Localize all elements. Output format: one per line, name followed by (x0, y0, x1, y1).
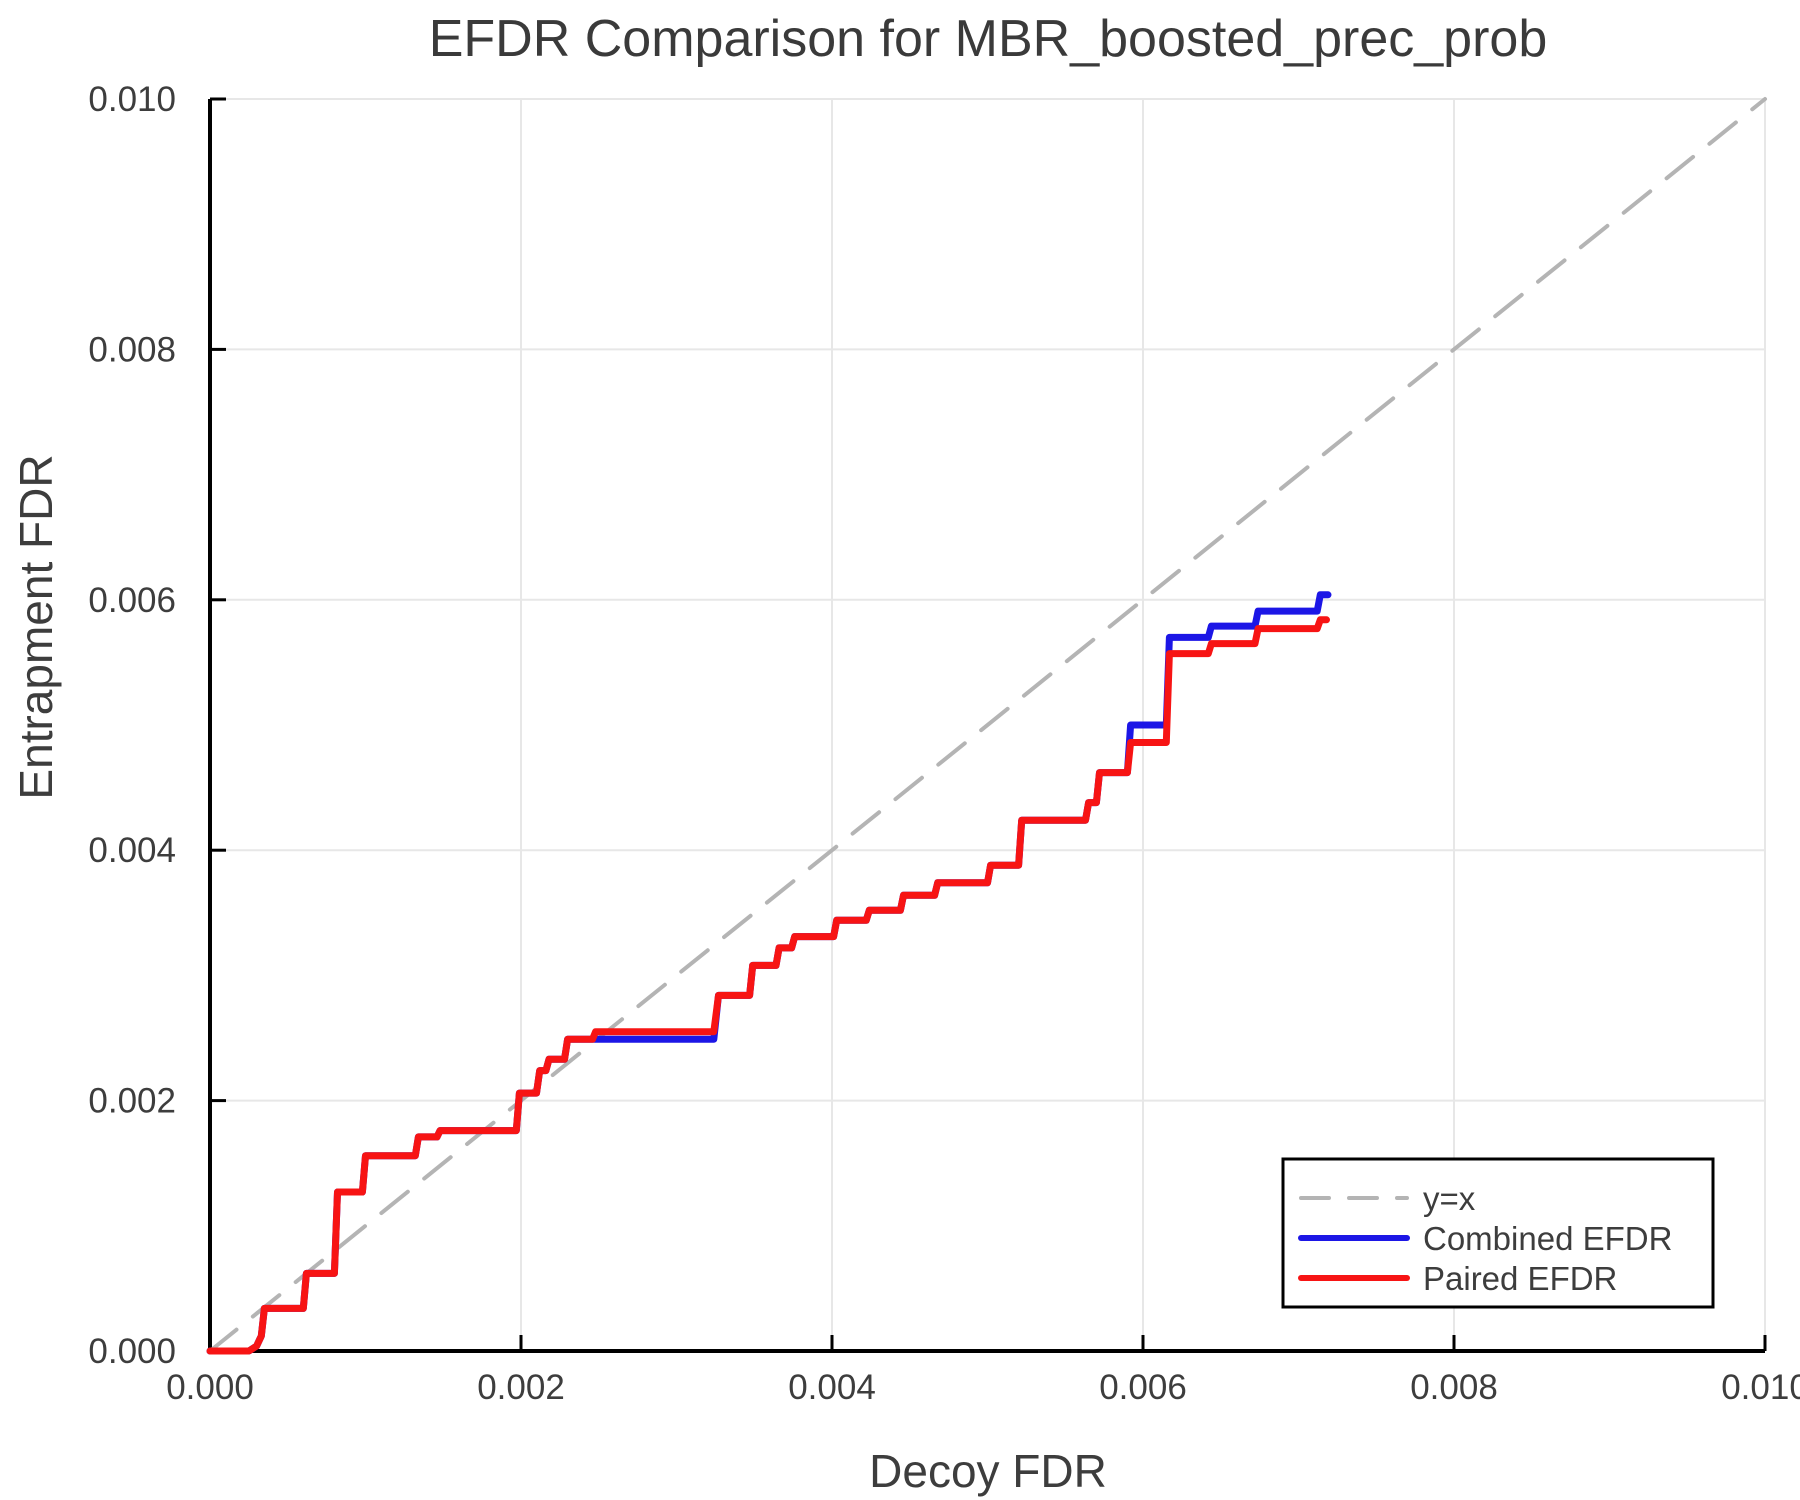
tick-labels: 0.000 0.002 0.004 0.006 0.008 0.010 0.000 0.002… (88, 80, 1800, 1407)
y-tick-label-0.004: 0.004 (88, 831, 176, 870)
x-axis-label: Decoy FDR (869, 1445, 1107, 1497)
x-tick-label-0.010: 0.010 (1721, 1368, 1800, 1407)
y-tick-label-0.000: 0.000 (88, 1332, 176, 1371)
legend-label-y-x: y=x (1423, 1180, 1476, 1217)
axes (208, 97, 1767, 1353)
paired-efdr-line (206, 616, 1330, 1355)
x-tick-label-0.008: 0.008 (1410, 1368, 1498, 1407)
y-tick-label-0.006: 0.006 (88, 581, 176, 620)
x-tick-label-0.006: 0.006 (1099, 1368, 1187, 1407)
x-tick-label-0.002: 0.002 (477, 1368, 565, 1407)
x-tick-label-0.004: 0.004 (788, 1368, 876, 1407)
y-axis-label: Entrapment FDR (10, 454, 62, 799)
y-tick-label-0.008: 0.008 (88, 330, 176, 369)
legend-label-combined-efdr: Combined EFDR (1423, 1220, 1672, 1257)
y-x-line (208, 97, 1767, 1353)
y-tick-label-0.002: 0.002 (88, 1082, 176, 1121)
legend-label-paired-efdr: Paired EFDR (1423, 1260, 1617, 1297)
series-lines (206, 97, 1767, 1355)
y-tick-label-0.010: 0.010 (88, 80, 176, 119)
x-tick-label-0.000: 0.000 (166, 1368, 254, 1407)
legend-box (1281, 1157, 1715, 1309)
chart-title: EFDR Comparison for MBR_boosted_prec_pro… (429, 10, 1548, 68)
